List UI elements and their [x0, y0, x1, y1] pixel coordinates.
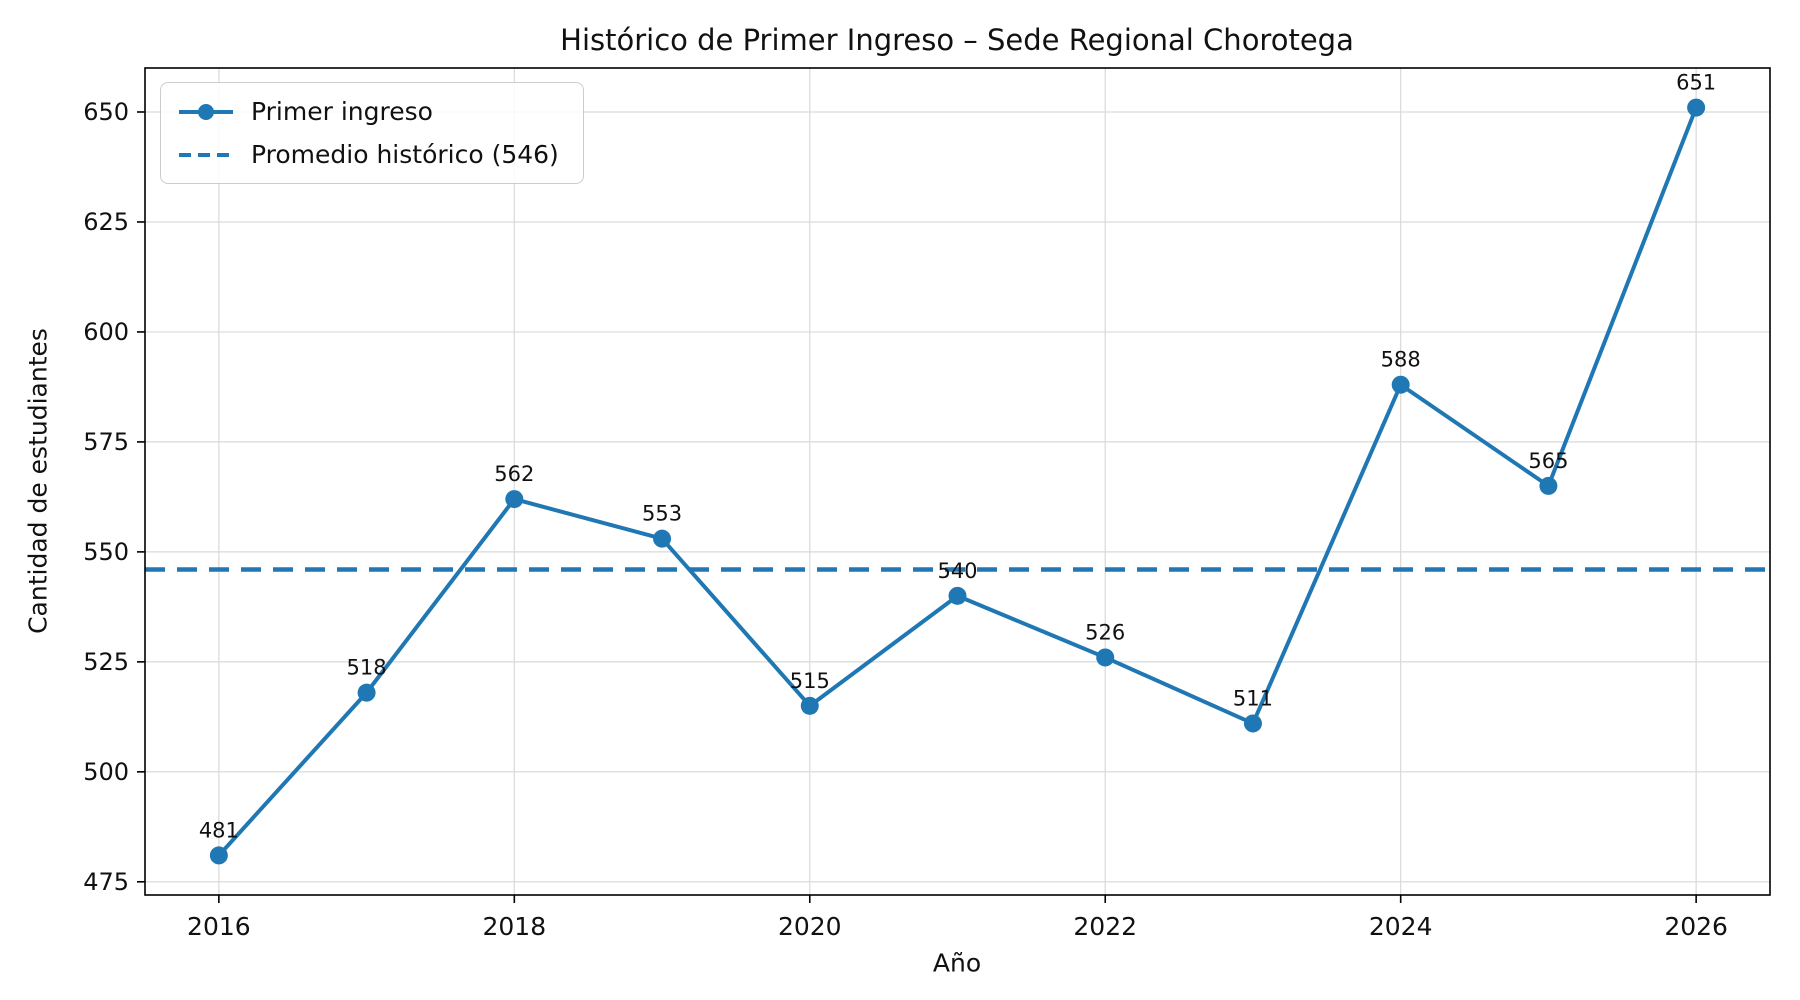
data-point-marker	[1243, 714, 1262, 733]
y-tick-label: 525	[83, 648, 129, 676]
value-label: 651	[1676, 71, 1716, 95]
data-point-marker	[948, 586, 967, 605]
value-label: 511	[1233, 686, 1273, 710]
legend-item-promedio: Promedio histórico (546)	[177, 140, 559, 169]
data-point-marker	[1096, 648, 1115, 667]
data-point-marker	[357, 683, 376, 702]
x-tick-label: 2022	[1073, 912, 1137, 941]
legend-label-primer-ingreso: Primer ingreso	[251, 97, 433, 126]
axis-ticks: 475 500 525 550 575 600 625 650 2016 2018 2020 2022…	[83, 98, 1728, 941]
x-axis-label: Año	[932, 948, 982, 978]
data-point-marker	[1539, 476, 1558, 495]
value-label: 553	[642, 502, 682, 526]
legend-label-promedio: Promedio histórico (546)	[251, 140, 559, 169]
legend-dashed-line-sample	[179, 152, 233, 157]
value-label: 588	[1381, 348, 1421, 372]
value-label: 518	[347, 656, 387, 680]
x-tick-label: 2024	[1369, 912, 1433, 941]
x-tick-label: 2018	[483, 912, 547, 941]
value-label: 562	[494, 462, 534, 486]
legend: Primer ingreso Promedio histórico (546)	[160, 82, 584, 184]
y-tick-label: 650	[83, 98, 129, 126]
y-tick-label: 575	[83, 428, 129, 456]
value-label: 565	[1528, 449, 1568, 473]
legend-solid-line-sample	[179, 103, 233, 120]
data-point-marker	[653, 529, 672, 548]
x-tick-label: 2026	[1664, 912, 1728, 941]
data-series-primer-ingreso	[209, 98, 1706, 865]
grid-lines	[145, 68, 1770, 895]
x-tick-label: 2020	[778, 912, 842, 941]
value-label: 540	[937, 559, 977, 583]
y-tick-label: 625	[83, 208, 129, 236]
data-point-marker	[505, 490, 524, 509]
x-tick-label: 2016	[187, 912, 251, 941]
y-tick-label: 500	[83, 758, 129, 786]
value-labels: 481 518 562 553 515 540 526 511 588 565 651	[199, 71, 1716, 843]
value-label: 526	[1085, 620, 1125, 644]
y-tick-label: 600	[83, 318, 129, 346]
data-point-marker	[1687, 98, 1706, 117]
y-tick-label: 475	[83, 868, 129, 896]
chart-title: Histórico de Primer Ingreso – Sede Regio…	[560, 23, 1354, 57]
value-label: 481	[199, 818, 239, 842]
value-label: 515	[790, 669, 830, 693]
plot-border	[144, 67, 1771, 896]
legend-item-primer-ingreso: Primer ingreso	[177, 97, 559, 126]
data-point-marker	[1391, 375, 1410, 394]
data-point-marker	[800, 696, 819, 715]
data-point-marker	[209, 846, 228, 865]
y-axis-label: Cantidad de estudiantes	[23, 328, 53, 634]
y-tick-label: 550	[83, 538, 129, 566]
